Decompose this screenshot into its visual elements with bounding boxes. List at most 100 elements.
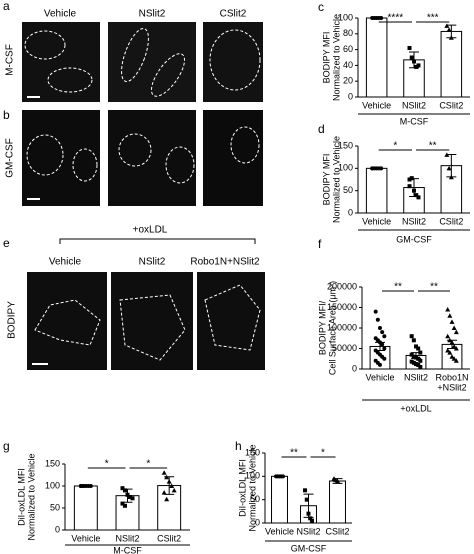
x-tick-label: CSlit2: [439, 216, 463, 226]
data-point: [407, 184, 412, 189]
data-point: [88, 484, 93, 488]
y-axis-label: BODIPY MFI/: [317, 300, 327, 355]
data-point: [375, 317, 380, 322]
bar-chart: f BODIPY MFI/Cell Surface Area (μm²) 0 5000…: [317, 237, 470, 413]
panel-letter: c: [318, 0, 324, 14]
bar-chart: g DiI-oxLDL MFI Normalized to Vehicle 0 50 10…: [3, 439, 190, 554]
y-tick-label: 100: [338, 12, 353, 22]
significance-label: *: [146, 459, 150, 470]
data-point: [449, 354, 455, 359]
bar: [365, 17, 388, 98]
data-point: [451, 356, 457, 361]
data-point: [380, 342, 385, 347]
data-point: [416, 356, 421, 361]
y-axis-label: BODIPY MFI: [321, 154, 331, 206]
y-tick-label: 150: [45, 458, 60, 468]
data-point: [451, 325, 457, 330]
data-point: [161, 470, 167, 475]
significance-label: **: [394, 282, 402, 293]
y-tick-label: 100000: [327, 322, 357, 332]
row-label: M-CSF: [5, 44, 16, 76]
data-point: [164, 474, 170, 480]
y-tick-label: 50: [343, 185, 353, 195]
column-label: Robo1N+NSlit2: [190, 257, 260, 268]
x-axis-label: M-CSF: [113, 545, 142, 554]
data-point: [411, 354, 416, 359]
data-point: [416, 346, 421, 351]
y-axis-label: DiI-oxLDL MFI: [16, 468, 26, 526]
data-point: [409, 359, 414, 364]
data-point: [123, 503, 127, 508]
column-label: Vehicle: [44, 9, 77, 20]
data-point: [409, 334, 414, 339]
data-point: [448, 35, 454, 40]
data-point: [414, 355, 418, 360]
data-point: [309, 518, 314, 523]
data-point: [407, 46, 412, 51]
data-point: [409, 55, 414, 60]
x-axis-label: +oxLDL: [400, 403, 431, 413]
data-point: [444, 152, 450, 157]
data-point: [409, 176, 414, 181]
data-point: [382, 346, 387, 351]
cell-outline: [34, 299, 101, 346]
data-point: [447, 313, 453, 318]
data-point: [335, 478, 340, 483]
data-point: [166, 479, 172, 484]
data-point: [169, 483, 175, 488]
micrograph: [22, 22, 100, 102]
bar: [271, 475, 288, 524]
y-axis-label: Normalized to Vehicle: [331, 136, 341, 223]
cell-outline: [121, 27, 149, 83]
data-point: [379, 16, 384, 20]
data-point: [370, 166, 375, 171]
x-tick-label: CSlit2: [325, 526, 349, 536]
data-point: [448, 174, 454, 180]
data-point: [416, 195, 421, 200]
data-point: [453, 329, 459, 335]
significance-label: **: [430, 282, 438, 293]
data-point: [130, 496, 135, 501]
significance-label: **: [290, 448, 298, 459]
data-point: [418, 358, 423, 363]
micrograph: [197, 272, 265, 370]
column-label: NSlit2: [139, 9, 166, 20]
x-tick-label: Vehicle: [71, 533, 100, 543]
data-point: [451, 343, 457, 349]
micrograph: [27, 272, 107, 370]
data-point: [445, 307, 451, 312]
panel-letter: d: [318, 122, 325, 136]
y-tick-label: 100: [45, 480, 60, 490]
data-point: [308, 516, 313, 521]
x-tick-label: NSlit2: [296, 526, 320, 536]
y-tick-label: 0: [255, 517, 260, 527]
data-point: [303, 488, 308, 493]
x-tick-label: CSlit2: [439, 100, 463, 110]
data-point: [414, 64, 419, 69]
data-point: [418, 364, 423, 369]
y-tick-label: 0: [348, 207, 353, 217]
cell-outline: [24, 30, 66, 60]
x-tick-label: NSlit2: [402, 216, 426, 226]
data-point: [447, 350, 453, 355]
y-tick-label: 0: [55, 524, 60, 534]
y-tick-label: 20: [343, 76, 353, 86]
data-point: [449, 339, 455, 345]
bar: [440, 30, 463, 98]
x-tick-label: NSlit2: [404, 372, 428, 382]
data-point: [446, 165, 452, 171]
group-label: +oxLDL: [133, 225, 168, 236]
micrograph: [203, 22, 263, 102]
micrograph: [22, 110, 100, 206]
data-point: [306, 511, 311, 516]
data-point: [411, 360, 416, 365]
data-point: [447, 337, 453, 343]
data-point: [120, 501, 125, 506]
data-point: [280, 474, 285, 479]
data-point: [382, 334, 387, 339]
data-point: [161, 490, 167, 495]
x-tick-label: Vehicle: [362, 216, 391, 226]
x-axis-label: GM-CSF: [396, 234, 432, 244]
bar: [329, 480, 346, 524]
